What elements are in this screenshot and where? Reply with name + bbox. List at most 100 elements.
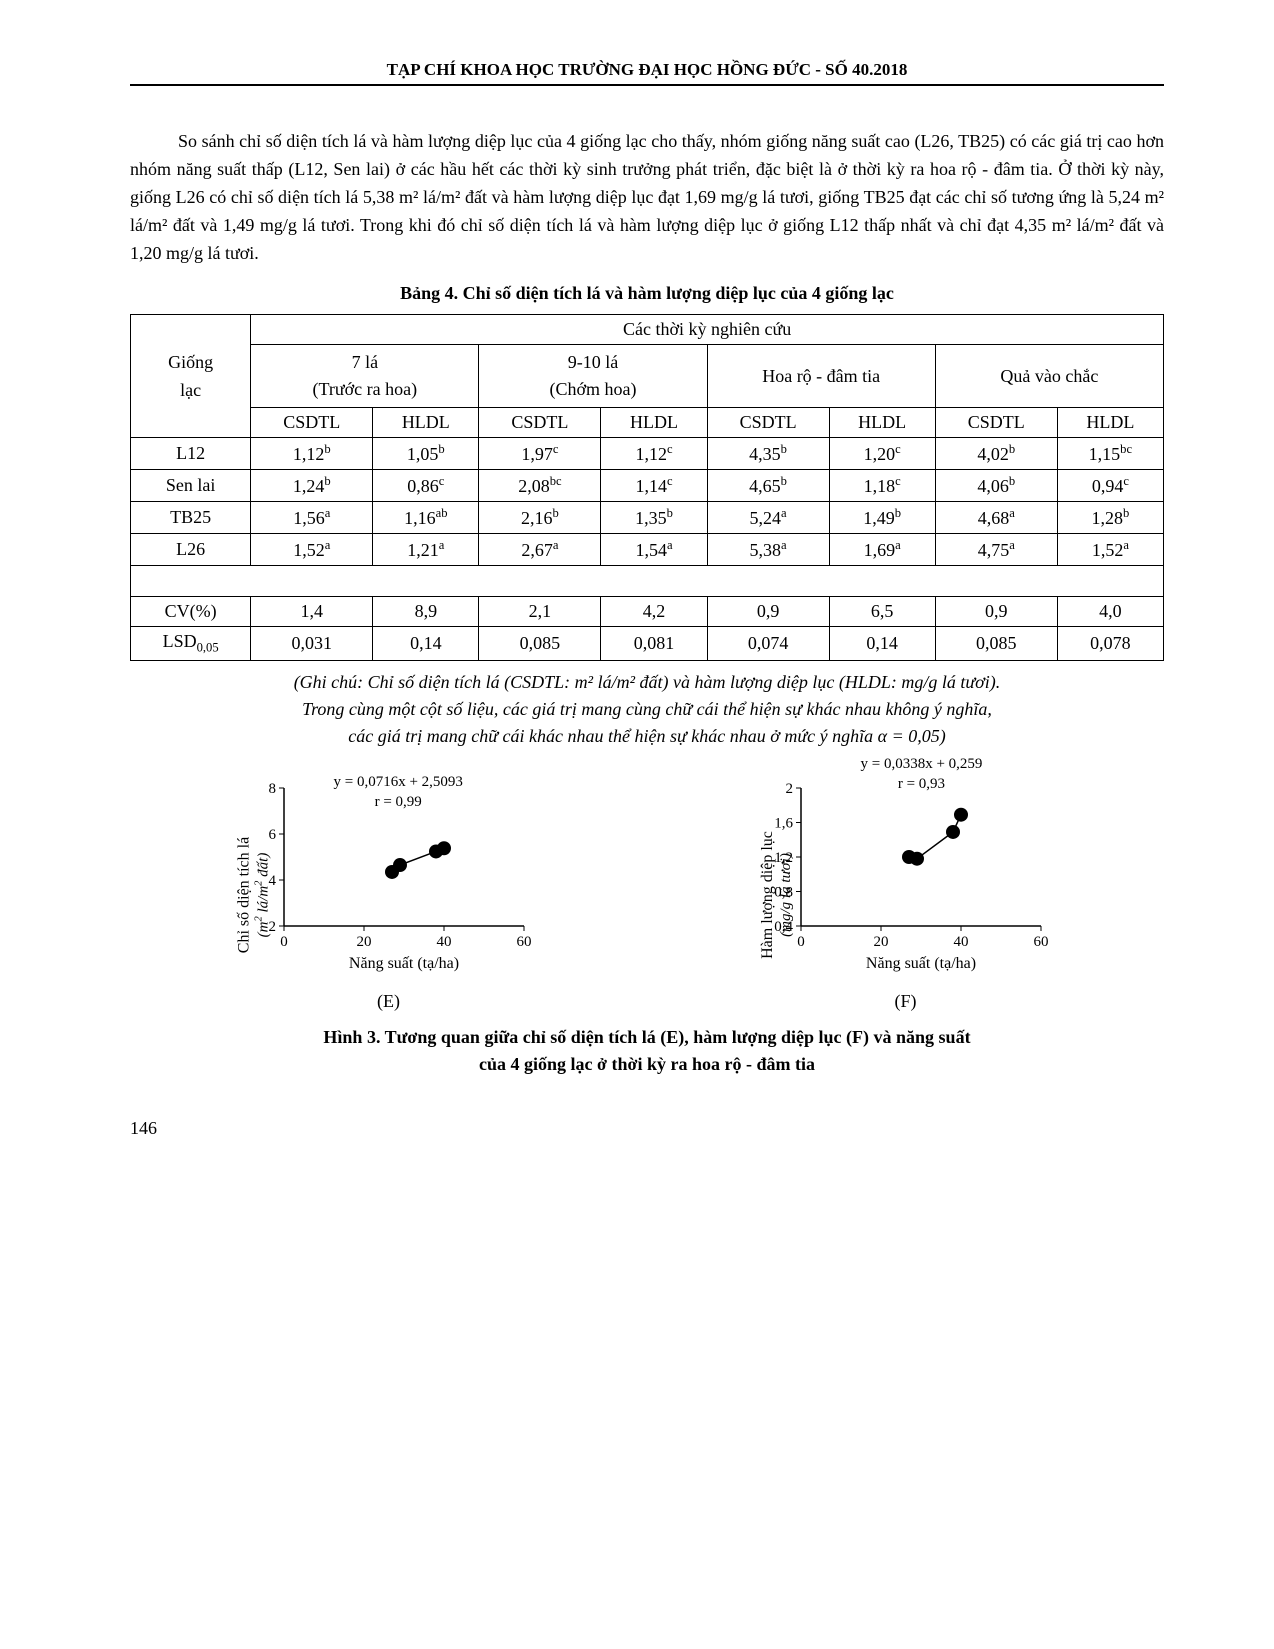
cv-cell: 8,9 [373, 597, 479, 627]
svg-text:Năng suất (tạ/ha): Năng suất (tạ/ha) [865, 955, 975, 972]
data-cell: 1,97c [479, 438, 601, 470]
cv-cell: 2,1 [479, 597, 601, 627]
svg-text:20: 20 [356, 934, 371, 950]
lsd-cell: 0,078 [1057, 627, 1163, 661]
data-cell: 0,94c [1057, 470, 1163, 502]
subcol-header: CSDTL [479, 408, 601, 438]
row-name: Sen lai [131, 470, 251, 502]
note-line1: (Ghi chú: Chỉ số diện tích lá (CSDTL: m²… [294, 672, 1001, 692]
cv-cell: 0,9 [935, 597, 1057, 627]
data-cell: 4,35b [707, 438, 829, 470]
lsd-cell: 0,14 [373, 627, 479, 661]
data-cell: 1,52a [1057, 534, 1163, 566]
lsd-cell: 0,085 [479, 627, 601, 661]
chart-ylabel: Chỉ số diện tích lá(m2 lá/m2 đất) [235, 837, 272, 953]
note-alpha: α = 0,05 [878, 726, 940, 746]
lsd-cell: 0,081 [601, 627, 707, 661]
subcol-header: CSDTL [707, 408, 829, 438]
chart-sublabel: (E) [244, 991, 534, 1012]
group-header: Các thời kỳ nghiên cứu [251, 315, 1164, 345]
data-cell: 1,12b [251, 438, 373, 470]
data-cell: 1,15bc [1057, 438, 1163, 470]
svg-text:Năng suất (tạ/ha): Năng suất (tạ/ha) [348, 955, 458, 972]
svg-text:20: 20 [873, 934, 888, 950]
chart-equation: y = 0,0338x + 0,259r = 0,93 [861, 754, 983, 795]
data-cell: 0,86c [373, 470, 479, 502]
data-cell: 2,08bc [479, 470, 601, 502]
page-number: 146 [130, 1118, 1164, 1139]
cv-cell: 4,0 [1057, 597, 1163, 627]
table-row: L121,12b1,05b1,97c1,12c4,35b1,20c4,02b1,… [131, 438, 1164, 470]
data-cell: 1,28b [1057, 502, 1163, 534]
cv-row: CV(%)1,48,92,14,20,96,50,94,0 [131, 597, 1164, 627]
lsd-row: LSD0,050,0310,140,0850,0810,0740,140,085… [131, 627, 1164, 661]
cv-cell: 1,4 [251, 597, 373, 627]
subcol-header: CSDTL [251, 408, 373, 438]
journal-header: TẠP CHÍ KHOA HỌC TRƯỜNG ĐẠI HỌC HỒNG ĐỨC… [130, 60, 1164, 80]
lsd-cell: 0,031 [251, 627, 373, 661]
chart-ylabel: Hàm lượng diệp lục(mg/g lá tươi) [758, 831, 794, 959]
svg-text:60: 60 [1033, 934, 1048, 950]
subcol-header: HLDL [373, 408, 479, 438]
data-cell: 4,75a [935, 534, 1057, 566]
table-row: TB251,56a1,16ab2,16b1,35b5,24a1,49b4,68a… [131, 502, 1164, 534]
table-head: GiốnglạcCác thời kỳ nghiên cứu7 lá(Trước… [131, 315, 1164, 438]
stage-header: Quả vào chắc [935, 345, 1163, 408]
chart-F: 02040600,40,81,21,62Năng suất (tạ/ha)Hàm… [761, 778, 1051, 1012]
cv-label: CV(%) [131, 597, 251, 627]
charts-row: 02040602468Năng suất (tạ/ha)Chỉ số diện … [130, 778, 1164, 1012]
svg-text:60: 60 [516, 934, 531, 950]
header-rule [130, 84, 1164, 86]
svg-text:8: 8 [268, 781, 276, 797]
note-line3-prefix: các giá trị mang chữ cái khác nhau thể h… [348, 726, 877, 746]
note-line3-suffix: ) [940, 726, 946, 746]
lsd-cell: 0,085 [935, 627, 1057, 661]
table-body: L121,12b1,05b1,97c1,12c4,35b1,20c4,02b1,… [131, 438, 1164, 661]
data-cell: 1,69a [829, 534, 935, 566]
data-cell: 4,68a [935, 502, 1057, 534]
chart-E: 02040602468Năng suất (tạ/ha)Chỉ số diện … [244, 778, 534, 1012]
stage-header: Hoa rộ - đâm tia [707, 345, 935, 408]
lsd-label: LSD0,05 [131, 627, 251, 661]
svg-text:40: 40 [436, 934, 451, 950]
chart-svg: 02040600,40,81,21,62Năng suất (tạ/ha) [761, 778, 1051, 978]
data-cell: 4,06b [935, 470, 1057, 502]
data-cell: 1,54a [601, 534, 707, 566]
subcol-header: HLDL [1057, 408, 1163, 438]
stage-header: 7 lá(Trước ra hoa) [251, 345, 479, 408]
fig-caption-line2: của 4 giống lạc ở thời kỳ ra hoa rộ - đâ… [479, 1054, 815, 1074]
row-header: Giốnglạc [131, 315, 251, 438]
cv-cell: 0,9 [707, 597, 829, 627]
svg-text:0: 0 [797, 934, 805, 950]
svg-text:0: 0 [280, 934, 288, 950]
data-cell: 2,16b [479, 502, 601, 534]
svg-text:40: 40 [953, 934, 968, 950]
data-cell: 5,38a [707, 534, 829, 566]
subcol-header: HLDL [829, 408, 935, 438]
data-cell: 1,35b [601, 502, 707, 534]
data-cell: 1,52a [251, 534, 373, 566]
data-cell: 1,56a [251, 502, 373, 534]
data-table: GiốnglạcCác thời kỳ nghiên cứu7 lá(Trước… [130, 314, 1164, 661]
chart-equation: y = 0,0716x + 2,5093r = 0,99 [334, 772, 463, 813]
data-cell: 1,05b [373, 438, 479, 470]
subcol-header: CSDTL [935, 408, 1057, 438]
data-cell: 1,14c [601, 470, 707, 502]
figure-caption: Hình 3. Tương quan giữa chỉ số diện tích… [130, 1024, 1164, 1078]
spacer-row [131, 566, 1164, 597]
svg-text:2: 2 [785, 781, 793, 797]
table-title: Bảng 4. Chỉ số diện tích lá và hàm lượng… [130, 283, 1164, 304]
svg-text:1,6: 1,6 [774, 816, 793, 832]
data-cell: 4,02b [935, 438, 1057, 470]
cv-cell: 4,2 [601, 597, 707, 627]
lsd-cell: 0,074 [707, 627, 829, 661]
table-note: (Ghi chú: Chỉ số diện tích lá (CSDTL: m²… [130, 669, 1164, 750]
data-cell: 2,67a [479, 534, 601, 566]
row-name: L26 [131, 534, 251, 566]
lsd-cell: 0,14 [829, 627, 935, 661]
chart-sublabel: (F) [761, 991, 1051, 1012]
fig-caption-line1: Hình 3. Tương quan giữa chỉ số diện tích… [323, 1027, 970, 1047]
stage-header: 9-10 lá(Chớm hoa) [479, 345, 707, 408]
table-row: L261,52a1,21a2,67a1,54a5,38a1,69a4,75a1,… [131, 534, 1164, 566]
data-cell: 1,24b [251, 470, 373, 502]
